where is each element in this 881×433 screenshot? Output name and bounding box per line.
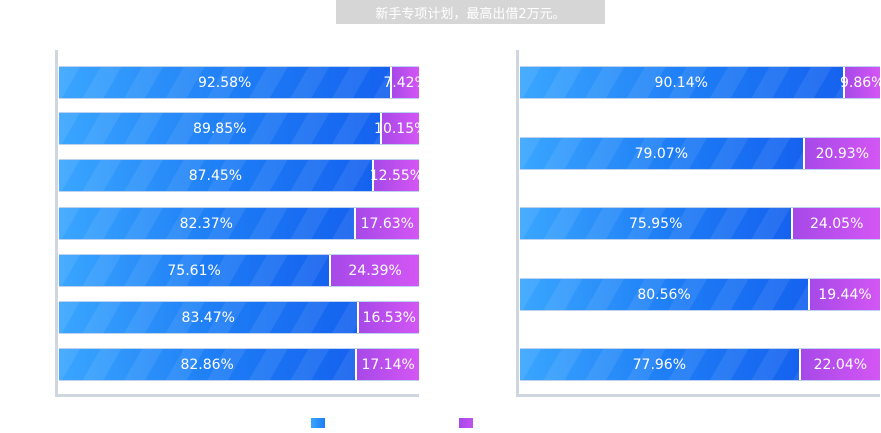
bar-label-blue: 75.95% bbox=[629, 215, 683, 232]
bar-segment-blue: 79.07% bbox=[520, 138, 805, 169]
y-axis-line bbox=[55, 50, 58, 397]
bar-label-purple: 16.53% bbox=[362, 309, 416, 326]
bar-row: 83.47% 16.53% bbox=[59, 301, 419, 334]
bar-label-blue: 82.86% bbox=[180, 356, 234, 373]
bar-row: 80.56% 19.44% bbox=[520, 278, 880, 311]
bar-label-purple: 12.55% bbox=[369, 167, 424, 184]
bar-segment-purple: 17.14% bbox=[357, 349, 419, 380]
bar-segment-purple: 10.15% bbox=[374, 113, 427, 144]
bar-row: 89.85% 10.15% bbox=[59, 112, 427, 145]
bar-segment-purple: 20.93% bbox=[804, 138, 880, 169]
x-axis-line bbox=[516, 394, 880, 397]
bar-segment-blue: 87.45% bbox=[59, 160, 374, 191]
bar-label-purple: 24.39% bbox=[348, 262, 402, 279]
legend-swatch-purple bbox=[459, 418, 473, 428]
y-axis-line bbox=[516, 50, 519, 397]
bar-segment-blue: 89.85% bbox=[59, 113, 383, 144]
bar-label-blue: 75.61% bbox=[167, 262, 221, 279]
bar-label-blue: 83.47% bbox=[181, 309, 235, 326]
bar-segment-purple: 22.04% bbox=[800, 349, 880, 380]
bar-row: 87.45% 12.55% bbox=[59, 159, 423, 192]
bar-label-blue: 77.96% bbox=[632, 356, 687, 373]
bar-label-purple: 10.15% bbox=[374, 120, 428, 137]
bar-segment-blue: 83.47% bbox=[59, 302, 360, 333]
bar-segment-blue: 90.14% bbox=[520, 67, 845, 98]
bar-segment-blue: 92.58% bbox=[59, 67, 393, 98]
bar-label-purple: 9.86% bbox=[840, 74, 881, 91]
bar-label-blue: 89.85% bbox=[193, 120, 247, 137]
promo-banner: 新手专项计划，最高出借2万元。 bbox=[336, 0, 605, 24]
bar-row: 82.86% 17.14% bbox=[59, 348, 419, 381]
bar-label-blue: 80.56% bbox=[637, 286, 691, 303]
bar-label-purple: 7.42% bbox=[383, 74, 428, 91]
bar-row: 75.61% 24.39% bbox=[59, 254, 419, 287]
bar-label-purple: 22.04% bbox=[813, 356, 867, 373]
bar-segment-purple: 19.44% bbox=[810, 279, 880, 310]
bar-label-blue: 79.07% bbox=[634, 145, 689, 162]
bar-segment-purple: 24.39% bbox=[331, 255, 419, 286]
bar-label-purple: 17.14% bbox=[361, 356, 415, 373]
bar-label-purple: 24.05% bbox=[810, 215, 864, 232]
bar-segment-blue: 82.37% bbox=[59, 208, 356, 239]
bar-label-blue: 90.14% bbox=[654, 74, 708, 91]
bar-label-purple: 19.44% bbox=[818, 286, 872, 303]
bar-segment-purple: 7.42% bbox=[383, 67, 428, 98]
bar-segment-purple: 9.86% bbox=[840, 67, 881, 98]
bar-segment-purple: 17.63% bbox=[355, 208, 419, 239]
x-axis-line bbox=[55, 394, 419, 397]
bar-segment-purple: 24.05% bbox=[793, 208, 880, 239]
bar-row: 77.96% 22.04% bbox=[520, 348, 880, 381]
bar-segment-blue: 77.96% bbox=[520, 349, 801, 380]
bar-row: 75.95% 24.05% bbox=[520, 207, 880, 240]
bar-label-blue: 82.37% bbox=[179, 215, 233, 232]
legend-swatch-blue bbox=[311, 418, 325, 428]
bar-label-purple: 20.93% bbox=[815, 145, 869, 162]
bar-row: 82.37% 17.63% bbox=[59, 207, 419, 240]
bar-row: 90.14% 9.86% bbox=[520, 66, 881, 99]
bar-row: 92.58% 7.42% bbox=[59, 66, 428, 99]
bar-segment-purple: 16.53% bbox=[359, 302, 419, 333]
bar-label-blue: 92.58% bbox=[197, 74, 252, 91]
banner-text: 新手专项计划，最高出借2万元。 bbox=[375, 6, 566, 22]
bar-segment-blue: 75.61% bbox=[59, 255, 332, 286]
bar-segment-blue: 82.86% bbox=[59, 349, 358, 380]
bar-row: 79.07% 20.93% bbox=[520, 137, 880, 170]
bar-label-purple: 17.63% bbox=[360, 215, 414, 232]
bar-segment-blue: 75.95% bbox=[520, 208, 794, 239]
bar-label-blue: 87.45% bbox=[188, 167, 243, 184]
bar-segment-blue: 80.56% bbox=[520, 279, 811, 310]
bar-segment-purple: 12.55% bbox=[370, 160, 423, 191]
